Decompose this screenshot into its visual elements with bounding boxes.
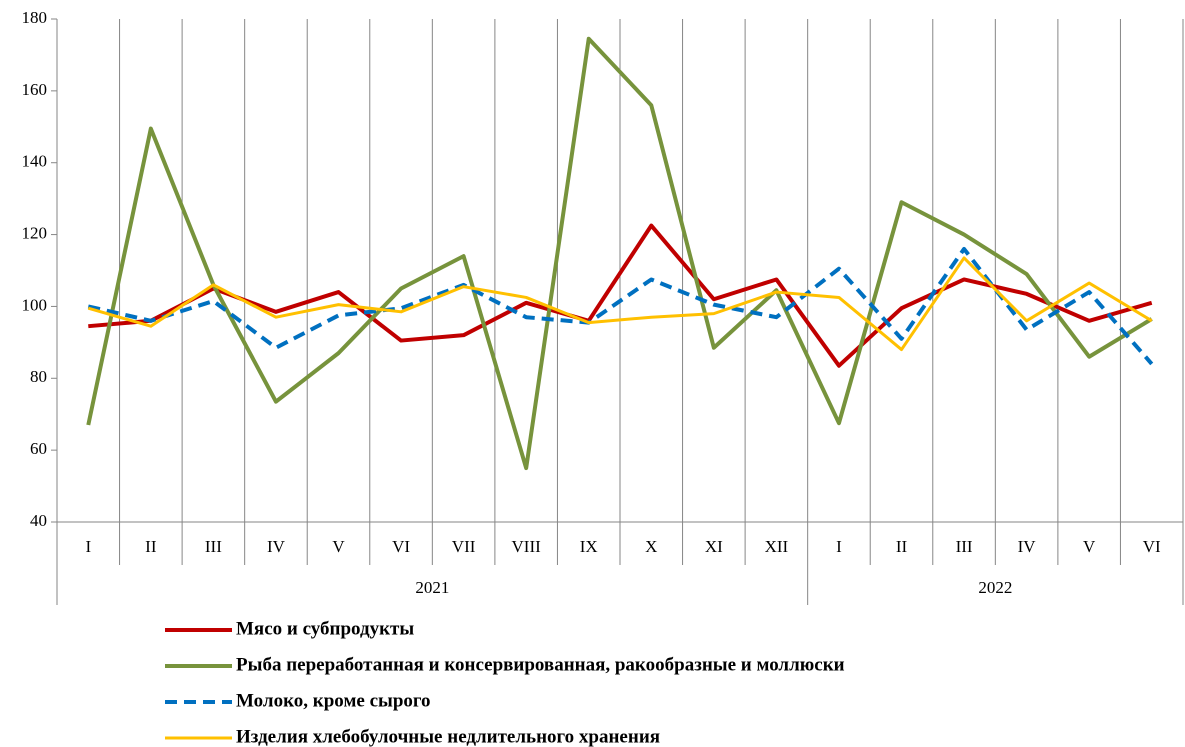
x-tick-label: V <box>332 537 345 556</box>
x-tick-label: V <box>1083 537 1096 556</box>
series-line <box>88 223 1153 368</box>
y-tick-label: 180 <box>22 8 48 27</box>
series-line <box>86 36 1153 471</box>
x-tick-label: II <box>896 537 908 556</box>
series-line <box>87 256 1153 352</box>
legend-label: Рыба переработанная и консервированная, … <box>236 654 845 675</box>
x-tick-label: VI <box>1143 537 1161 556</box>
x-tick-label: VIII <box>512 537 542 556</box>
series-line <box>87 246 1154 366</box>
x-tick-label: XI <box>705 537 723 556</box>
y-tick-label: 160 <box>22 80 48 99</box>
legend-label: Мясо и субпродукты <box>236 618 414 639</box>
x-tick-label: I <box>836 537 842 556</box>
x-tick-label: III <box>956 537 973 556</box>
legend-label: Молоко, кроме сырого <box>236 690 431 711</box>
x-tick-label: X <box>645 537 657 556</box>
y-tick-label: 140 <box>22 152 48 171</box>
x-tick-label: I <box>85 537 91 556</box>
x-tick-label: IV <box>1018 537 1037 556</box>
legend-label: Изделия хлебобулочные недлительного хран… <box>236 726 660 747</box>
y-tick-label: 80 <box>30 367 47 386</box>
y-tick-label: 60 <box>30 439 47 458</box>
x-tick-label: IV <box>267 537 286 556</box>
x-group-label: 2022 <box>978 578 1012 597</box>
y-tick-label: 100 <box>22 295 48 314</box>
x-tick-label: VII <box>452 537 476 556</box>
y-tick-label: 40 <box>30 511 47 530</box>
x-tick-label: VI <box>392 537 410 556</box>
y-tick-label: 120 <box>22 223 48 242</box>
x-tick-label: IX <box>580 537 598 556</box>
x-tick-label: III <box>205 537 222 556</box>
x-tick-label: II <box>145 537 157 556</box>
x-tick-label: XII <box>765 537 789 556</box>
x-group-label: 2021 <box>415 578 449 597</box>
